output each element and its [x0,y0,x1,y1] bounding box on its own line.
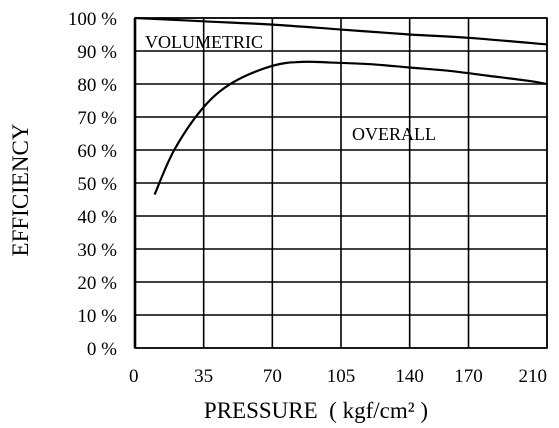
y-tick-label: 30 % [77,240,117,261]
grid-lines [134,17,548,349]
x-tick-label: 210 [519,366,548,387]
y-tick-label: 60 % [77,141,117,162]
y-tick-label: 20 % [77,273,117,294]
y-tick-label: 10 % [77,306,117,327]
x-tick-label: 140 [395,366,424,387]
x-axis-title: PRESSURE ( kgf/cm² ) [204,398,428,423]
y-tick-label: 80 % [77,75,117,96]
x-tick-label: 170 [454,366,483,387]
series-line-overall [153,60,548,195]
x-tick-labels: 0 35 70 105 140 170 210 [129,366,547,387]
x-tick-label: 70 [263,366,282,387]
y-axis-title: EFFICIENCY [8,123,33,256]
y-tick-label: 70 % [77,108,117,129]
y-tick-label: 100 % [68,9,117,30]
series-label-volumetric: VOLUMETRIC [145,32,263,52]
y-tick-label: 50 % [77,174,117,195]
series-line-volumetric [134,16,548,46]
x-tick-label: 35 [194,366,213,387]
y-tick-label: 40 % [77,207,117,228]
series-group [134,16,548,195]
x-tick-label: 0 [129,366,139,387]
plot-frame [133,17,548,349]
y-tick-label: 0 % [87,339,117,360]
y-tick-labels: 0 % 10 % 20 % 30 % 40 % 50 % 60 % 70 % 80 % 90 % 1… [68,9,117,360]
x-tick-label: 105 [327,366,356,387]
y-tick-label: 90 % [77,42,117,63]
series-label-overall: OVERALL [352,124,436,144]
